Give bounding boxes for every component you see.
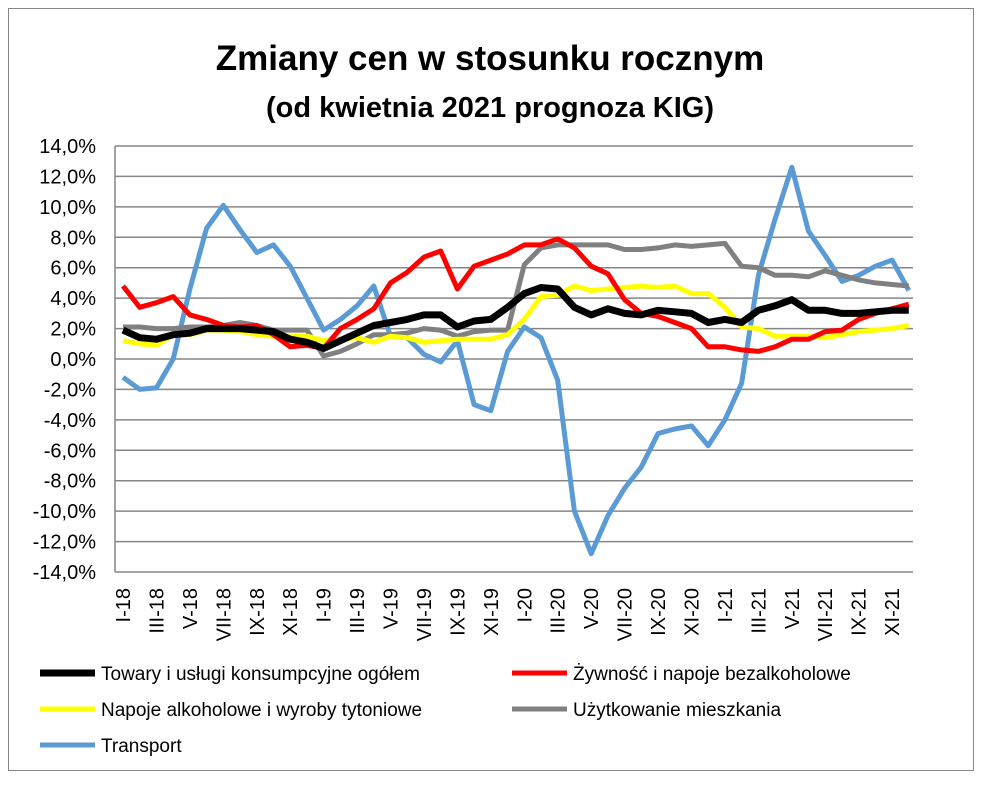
y-tick-label: 0,0% [50,349,96,371]
y-tick-label: -8,0% [44,471,96,493]
y-axis-ticks: 14,0% 12,0% 10,0% 8,0% 6,0% 4,0% 2,0% 0,0% -2,0%… [33,136,97,584]
x-tick-label: IX-20 [648,588,670,636]
x-axis-ticks: I-18 III-18 V-18 VII-18 IX-18 XI-18 I-19 III-19… [113,588,904,641]
chart-frame [8,8,974,771]
x-tick-label: III-18 [146,588,168,634]
x-tick-label: V-18 [180,588,202,629]
series-line-2 [122,283,910,348]
x-tick-label: I-20 [514,588,536,622]
x-tick-label: V-20 [581,588,603,629]
y-tick-label: -2,0% [44,379,96,401]
y-tick-label: 8,0% [50,227,96,249]
y-tick-label: 12,0% [39,166,96,188]
y-tick-label: -6,0% [44,440,96,462]
y-tick-label: -14,0% [33,562,97,584]
legend-label: Żywność i napoje bezalkoholowe [573,664,851,685]
x-tick-label: III-19 [347,588,369,634]
y-tick-label: 2,0% [50,319,96,341]
series-line-1 [121,236,910,354]
x-tick-label: IX-19 [447,588,469,636]
legend-label: Towary i usługi konsumpcyjne ogółem [101,664,420,685]
x-tick-label: XI-18 [280,588,302,636]
y-tick-label: -10,0% [33,501,97,523]
gridlines [114,145,913,573]
x-tick-label: VII-20 [615,588,637,641]
x-tick-label: IX-21 [849,588,871,636]
series-lines [121,164,911,557]
y-tick-label: 4,0% [50,288,96,310]
series-line-0 [121,284,909,352]
x-tick-label: V-21 [782,588,804,629]
x-tick-label: V-19 [381,588,403,629]
x-tick-label: I-19 [314,588,336,622]
y-tick-label: 6,0% [50,258,96,280]
legend-label: Transport [101,736,182,757]
y-tick-label: 14,0% [39,136,96,158]
y-tick-label: -12,0% [33,532,97,554]
series-line-4 [121,164,911,557]
x-tick-label: VII-18 [213,588,235,641]
legend: Towary i usługi konsumpcyjne ogółem Żywno… [40,664,851,757]
legend-label: Napoje alkoholowe i wyroby tytoniowe [101,700,422,721]
chart-title: Zmiany cen w stosunku rocznym [216,39,764,78]
x-tick-label: III-20 [548,588,570,634]
x-tick-label: XI-20 [681,588,703,636]
x-tick-label: XI-19 [481,588,503,636]
y-tick-label: -4,0% [44,410,96,432]
chart-subtitle: (od kwietnia 2021 prognoza KIG) [266,92,714,124]
x-tick-label: III-21 [748,588,770,634]
x-tick-label: XI-21 [882,588,904,636]
x-tick-label: I-18 [113,588,135,622]
x-tick-label: I-21 [715,588,737,622]
x-tick-label: IX-18 [247,588,269,636]
x-tick-label: VII-19 [414,588,436,641]
y-tick-label: 10,0% [39,197,96,219]
x-tick-label: VII-21 [815,588,837,641]
legend-label: Użytkowanie mieszkania [573,700,781,721]
